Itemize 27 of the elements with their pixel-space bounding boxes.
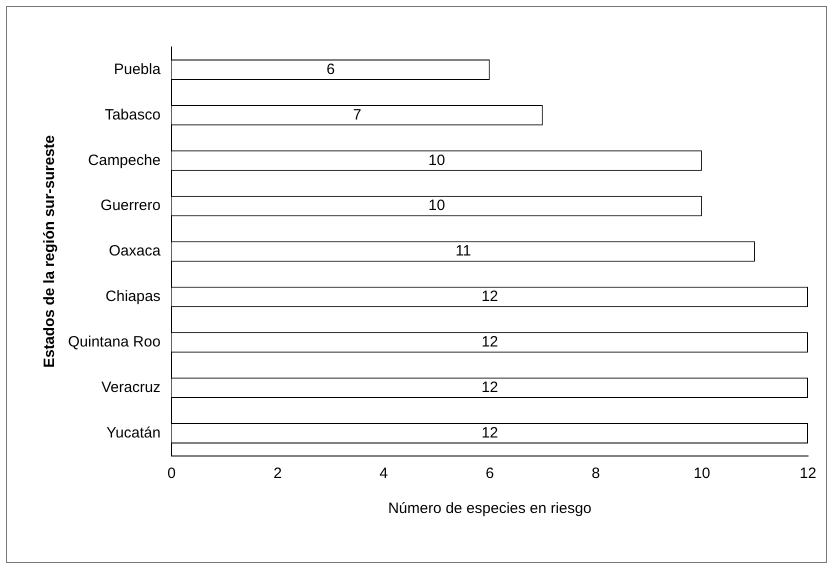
x-tick-label: 12 <box>800 465 816 482</box>
y-tick-label: Veracruz <box>101 378 161 396</box>
y-tick-label: Oaxaca <box>108 242 162 260</box>
data-label: 12 <box>481 378 498 396</box>
data-label: 12 <box>481 288 498 306</box>
x-tick-label: 10 <box>694 465 710 482</box>
y-tick-label: Chiapas <box>106 288 161 306</box>
data-label: 11 <box>455 242 472 260</box>
x-tick-label: 4 <box>380 465 388 482</box>
x-tick-label: 2 <box>273 465 282 482</box>
data-label: 10 <box>428 152 446 169</box>
x-tick-label: 6 <box>486 465 494 482</box>
x-axis-title: Número de especies en riesgo <box>388 500 592 518</box>
data-label: 12 <box>481 424 498 442</box>
data-label: 6 <box>326 60 335 78</box>
y-tick-label: Guerrero <box>100 197 161 214</box>
data-label: 10 <box>428 197 446 214</box>
y-tick-label: Yucatán <box>106 424 161 442</box>
x-tick-label: 8 <box>592 465 600 482</box>
y-tick-label: Campeche <box>88 152 161 169</box>
data-label: 7 <box>353 106 362 124</box>
y-axis-title: Estados de la región sur-sureste <box>41 135 58 368</box>
y-tick-label: Tabasco <box>104 106 161 124</box>
y-tick-label: Quintana Roo <box>68 334 161 351</box>
data-label: 12 <box>481 334 498 351</box>
y-tick-label: Puebla <box>114 60 162 78</box>
x-tick-label: 0 <box>167 465 176 482</box>
